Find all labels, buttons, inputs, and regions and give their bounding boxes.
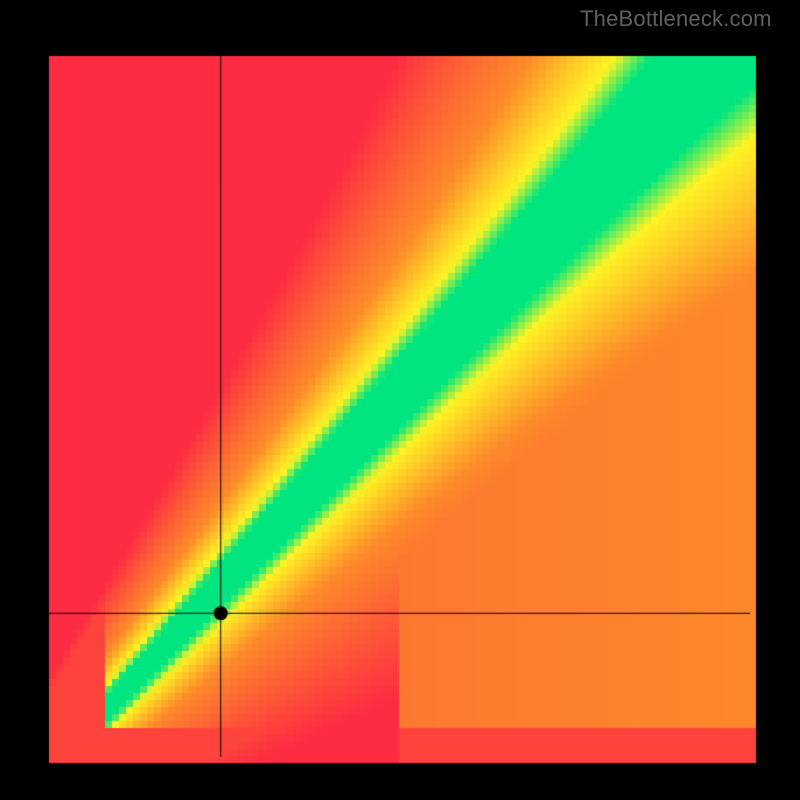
- watermark-text: TheBottleneck.com: [580, 6, 772, 32]
- bottleneck-heatmap-canvas: [0, 0, 800, 800]
- chart-container: TheBottleneck.com: [0, 0, 800, 800]
